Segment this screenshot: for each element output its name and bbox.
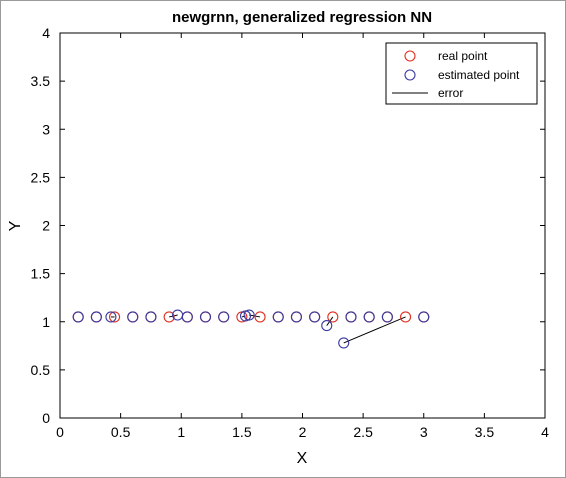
x-tick-label: 1	[177, 424, 185, 440]
legend-marker-estimated	[404, 69, 416, 81]
x-tick-label: 2.5	[353, 424, 373, 440]
x-tick-label: 3	[420, 424, 428, 440]
estimated-point-marker	[338, 337, 350, 349]
legend-marker-real	[404, 50, 416, 62]
real-point-marker	[327, 311, 339, 323]
x-tick-label: 3.5	[475, 424, 495, 440]
error-line	[241, 315, 246, 318]
y-tick-label: 0.5	[31, 362, 51, 378]
y-tick-label: 1	[42, 314, 50, 330]
x-tick-label: 1.5	[232, 424, 252, 440]
estimated-point-marker	[145, 311, 157, 323]
legend-box	[385, 42, 538, 105]
y-tick-label: 3	[42, 121, 50, 137]
real-point-marker	[163, 311, 175, 323]
estimated-point-marker	[243, 309, 255, 321]
estimated-point-marker	[321, 320, 333, 332]
x-tick-label: 2	[299, 424, 307, 440]
error-line	[343, 316, 406, 344]
error-line	[169, 314, 178, 318]
x-axis-label: X	[297, 450, 308, 467]
x-tick-label: 4	[541, 424, 549, 440]
y-tick-label: 2	[42, 218, 50, 234]
y-axis-label: Y	[7, 220, 24, 231]
estimated-point-marker	[345, 311, 357, 323]
legend-label-real: real point	[438, 49, 488, 63]
real-point-marker	[254, 311, 266, 323]
y-tick-label: 3.5	[31, 73, 51, 89]
estimated-point-marker	[181, 311, 193, 323]
y-tick-label: 2.5	[31, 169, 51, 185]
estimated-point-marker	[309, 311, 321, 323]
y-tick-label: 4	[42, 25, 50, 41]
estimated-point-marker	[105, 311, 117, 323]
x-tick-label: 0	[56, 424, 64, 440]
estimated-point-marker	[381, 311, 393, 323]
y-tick-label: 1.5	[31, 266, 51, 282]
estimated-point-marker	[90, 311, 102, 323]
x-tick-label: 0.5	[111, 424, 131, 440]
estimated-point-marker	[199, 311, 212, 323]
estimated-point-marker	[418, 311, 430, 323]
chart-title: newgrnn, generalized regression NN	[172, 9, 432, 26]
y-tick-label: 0	[42, 410, 50, 426]
estimated-point-marker	[218, 311, 230, 323]
estimated-point-marker	[290, 311, 302, 323]
legend: real point estimated point error	[385, 42, 538, 105]
estimated-point-marker	[127, 311, 139, 323]
estimated-point-marker	[363, 311, 375, 323]
legend-label-error: error	[438, 86, 463, 100]
real-point-marker	[400, 311, 412, 323]
legend-label-estimated: estimated point	[438, 68, 520, 82]
estimated-point-marker	[72, 311, 84, 323]
estimated-point-marker	[272, 311, 284, 323]
real-point-marker	[109, 311, 121, 323]
